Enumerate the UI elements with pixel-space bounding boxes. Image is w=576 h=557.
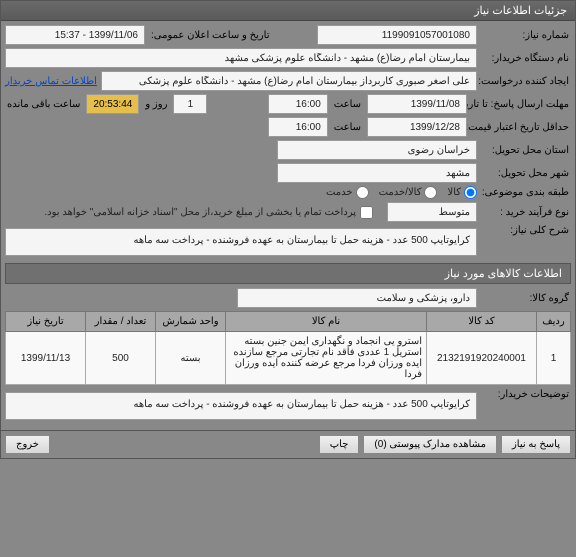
validity-time[interactable] bbox=[268, 117, 328, 137]
buyer-field[interactable] bbox=[5, 48, 477, 68]
group-label: گروه کالا: bbox=[481, 293, 571, 304]
validity-label: حداقل تاریخ اعتبار قیمت: تا تاریخ: bbox=[471, 122, 571, 133]
items-section-title: اطلاعات کالاهای مورد نیاز bbox=[5, 263, 571, 284]
budget-radio-group: کالا کالا/خدمت خدمت bbox=[326, 186, 477, 199]
panel-body: شماره نیاز: تاریخ و ساعت اعلان عمومی: نا… bbox=[1, 21, 575, 430]
general-desc: کرایوتایپ 500 عدد - هزینه حمل تا بیمارست… bbox=[5, 228, 477, 256]
th-name: نام کالا bbox=[226, 312, 427, 332]
niaz-no-field[interactable] bbox=[317, 25, 477, 45]
budget-label: طبقه بندی موضوعی: bbox=[481, 187, 571, 198]
deadline-send-label: مهلت ارسال پاسخ: تا تاریخ: bbox=[471, 99, 571, 110]
panel-title: جزئیات اطلاعات نیاز bbox=[1, 1, 575, 21]
items-table: ردیف کد کالا نام کالا واحد شمارش تعداد /… bbox=[5, 311, 571, 385]
th-row: ردیف bbox=[537, 312, 571, 332]
creator-field[interactable] bbox=[101, 71, 477, 91]
cell-name: استرو یی انجماد و نگهداری ایمن جنین بسته… bbox=[226, 332, 427, 385]
saat-label-2: ساعت bbox=[332, 122, 363, 133]
niaz-no-label: شماره نیاز: bbox=[481, 30, 571, 41]
footer-bar: پاسخ به نیاز مشاهده مدارک پیوستی (0) چاپ… bbox=[1, 430, 575, 458]
attachments-button[interactable]: مشاهده مدارک پیوستی (0) bbox=[363, 435, 497, 454]
city-label: شهر محل تحویل: bbox=[481, 168, 571, 179]
creator-label: ایجاد کننده درخواست: bbox=[481, 76, 571, 87]
deadline-send-date[interactable] bbox=[367, 94, 467, 114]
cell-code: 2132191920240001 bbox=[427, 332, 537, 385]
day-count[interactable] bbox=[173, 94, 207, 114]
validity-date[interactable] bbox=[367, 117, 467, 137]
city-field[interactable] bbox=[277, 163, 477, 183]
deadline-send-time[interactable] bbox=[268, 94, 328, 114]
time-remaining-suffix: ساعت باقی مانده bbox=[5, 99, 82, 110]
announce-label: تاریخ و ساعت اعلان عمومی: bbox=[149, 30, 272, 41]
cell-date: 1399/11/13 bbox=[6, 332, 86, 385]
cell-unit: بسته bbox=[156, 332, 226, 385]
table-header-row: ردیف کد کالا نام کالا واحد شمارش تعداد /… bbox=[6, 312, 571, 332]
th-code: کد کالا bbox=[427, 312, 537, 332]
cell-qty: 500 bbox=[86, 332, 156, 385]
cell-idx: 1 bbox=[537, 332, 571, 385]
radio-khadamat[interactable]: خدمت bbox=[326, 186, 369, 199]
reply-button[interactable]: پاسخ به نیاز bbox=[501, 435, 571, 454]
print-button[interactable]: چاپ bbox=[319, 435, 360, 454]
process-field[interactable] bbox=[387, 202, 477, 222]
table-row[interactable]: 1 2132191920240001 استرو یی انجماد و نگه… bbox=[6, 332, 571, 385]
th-date: تاریخ نیاز bbox=[6, 312, 86, 332]
buyer-notes: کرایوتایپ 500 عدد - هزینه حمل تا بیمارست… bbox=[5, 392, 477, 420]
th-qty: تعداد / مقدار bbox=[86, 312, 156, 332]
group-field[interactable] bbox=[237, 288, 477, 308]
exit-button[interactable]: خروج bbox=[5, 435, 50, 454]
province-label: استان محل تحویل: bbox=[481, 145, 571, 156]
day-label: روز و bbox=[143, 99, 169, 110]
general-desc-label: شرح کلی نیاز: bbox=[481, 225, 571, 236]
radio-kala-khadamat[interactable]: کالا/خدمت bbox=[379, 186, 438, 199]
saat-label-1: ساعت bbox=[332, 99, 363, 110]
province-field[interactable] bbox=[277, 140, 477, 160]
buyer-label: نام دستگاه خریدار: bbox=[481, 53, 571, 64]
th-unit: واحد شمارش bbox=[156, 312, 226, 332]
process-label: نوع فرآیند خرید : bbox=[481, 207, 571, 218]
partial-pay-check[interactable]: پرداخت تمام یا بخشی از مبلغ خرید،از محل … bbox=[44, 206, 373, 219]
announce-field[interactable] bbox=[5, 25, 145, 45]
time-remaining: 20:53:44 bbox=[86, 94, 139, 114]
buyer-notes-label: توضیحات خریدار: bbox=[481, 389, 571, 400]
radio-kala[interactable]: کالا bbox=[447, 186, 477, 199]
contact-link[interactable]: اطلاعات تماس خریدار bbox=[5, 76, 97, 87]
details-panel: جزئیات اطلاعات نیاز شماره نیاز: تاریخ و … bbox=[0, 0, 576, 459]
